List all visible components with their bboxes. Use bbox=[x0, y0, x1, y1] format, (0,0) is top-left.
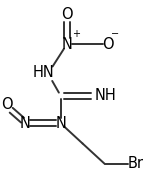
Text: O: O bbox=[1, 97, 13, 112]
Text: NH: NH bbox=[94, 88, 116, 103]
Text: +: + bbox=[72, 29, 80, 39]
Text: HN: HN bbox=[32, 65, 54, 80]
Text: N: N bbox=[61, 37, 72, 52]
Text: Br: Br bbox=[127, 156, 143, 171]
Text: −: − bbox=[111, 29, 119, 39]
Text: N: N bbox=[20, 116, 31, 131]
Text: O: O bbox=[61, 7, 73, 22]
Text: O: O bbox=[102, 37, 114, 52]
Text: N: N bbox=[55, 116, 66, 131]
